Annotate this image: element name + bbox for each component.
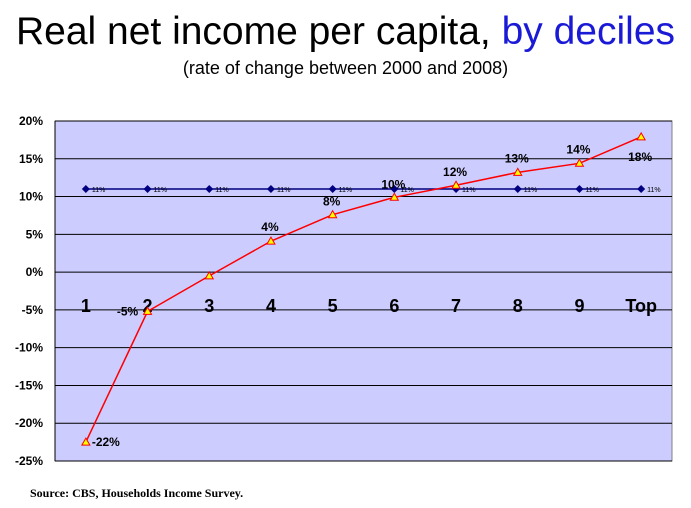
decile-point xyxy=(142,306,153,315)
decile-point xyxy=(266,236,276,245)
y-tick-label: -10% xyxy=(15,341,43,355)
x-tick-label: Top xyxy=(625,296,657,316)
decile-point xyxy=(327,209,338,219)
average-data-label: 11% xyxy=(462,187,476,194)
average-point xyxy=(575,185,584,193)
y-tick-label: -5% xyxy=(22,303,44,317)
plot-area xyxy=(54,120,673,462)
average-data-label: 11% xyxy=(524,187,538,194)
average-point xyxy=(328,185,337,193)
decile-point xyxy=(451,180,461,189)
average-data-label: 11% xyxy=(339,187,353,194)
average-point xyxy=(513,185,522,193)
y-tick-label: 15% xyxy=(19,152,43,166)
average-point xyxy=(390,185,399,193)
y-tick-label: -20% xyxy=(15,416,43,430)
y-tick-label: 5% xyxy=(26,227,44,241)
average-point xyxy=(266,185,275,193)
decile-data-label: 4% xyxy=(261,220,279,234)
decile-data-label: -22% xyxy=(92,435,120,449)
decile-point xyxy=(204,270,215,280)
chart-title-highlight: by deciles xyxy=(501,10,676,53)
chart-subtitle: (rate of change between 2000 and 2008) xyxy=(182,58,509,78)
decile-point xyxy=(512,167,523,176)
decile-data-label: 8% xyxy=(323,195,341,209)
y-tick-label: 20% xyxy=(19,114,43,128)
average-point xyxy=(637,185,646,193)
decile-data-label: 13% xyxy=(505,151,529,165)
decile-data-label: 12% xyxy=(443,165,467,179)
average-data-label: 11% xyxy=(400,187,414,194)
y-tick-label: -25% xyxy=(15,454,43,468)
decile-data-label: 10% xyxy=(381,177,405,191)
average-point xyxy=(205,185,214,193)
y-tick-label: -15% xyxy=(15,378,43,392)
decile-data-label: -5% xyxy=(117,304,139,318)
x-tick-label: 5 xyxy=(328,296,338,316)
x-tick-label: 6 xyxy=(389,296,399,316)
decile-data-label: 18% xyxy=(628,150,652,164)
average-data-label: 11% xyxy=(92,187,106,194)
average-point xyxy=(81,185,90,193)
x-tick-label: 9 xyxy=(574,296,584,316)
x-tick-label: 1 xyxy=(81,296,91,316)
decile-point xyxy=(80,437,91,446)
x-tick-label: 7 xyxy=(451,296,461,316)
decile-data-label: 14% xyxy=(566,142,590,156)
source-note: Source: CBS, Households Income Survey. xyxy=(30,486,244,500)
average-point xyxy=(143,185,152,193)
decile-point xyxy=(389,192,400,201)
x-tick-label: 3 xyxy=(204,296,214,316)
x-tick-label: 8 xyxy=(513,296,523,316)
average-data-label: 11% xyxy=(277,187,291,194)
decile-series-line xyxy=(85,136,642,443)
decile-point xyxy=(636,131,647,141)
average-data-label: 11% xyxy=(585,187,599,194)
decile-point xyxy=(574,158,585,167)
x-tick-label: 4 xyxy=(266,296,276,316)
y-tick-label: 0% xyxy=(26,265,44,279)
chart-title-main: Real net income per capita, xyxy=(15,10,491,53)
average-data-label: 11% xyxy=(215,187,229,194)
x-tick-label: 2 xyxy=(143,296,153,316)
average-data-label: 11% xyxy=(154,187,168,194)
average-data-label: 11% xyxy=(647,187,661,194)
y-tick-label: 10% xyxy=(19,190,43,204)
chart-title: Real net income per capita, by deciles xyxy=(0,10,691,54)
